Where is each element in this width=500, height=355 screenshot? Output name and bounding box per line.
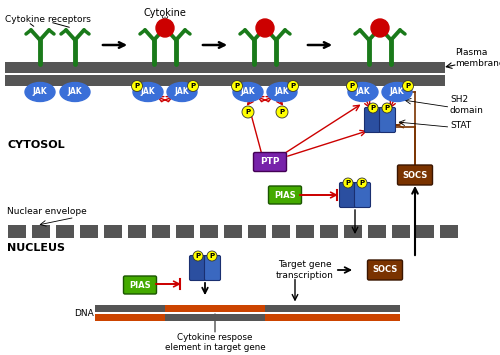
Circle shape: [256, 19, 274, 37]
Circle shape: [193, 251, 203, 261]
Bar: [440, 225, 458, 238]
Bar: [200, 225, 218, 238]
Circle shape: [276, 106, 288, 118]
FancyBboxPatch shape: [364, 108, 380, 132]
Text: P: P: [190, 83, 196, 89]
Bar: [165, 305, 265, 312]
Bar: [392, 225, 410, 238]
Text: P: P: [406, 83, 410, 89]
Bar: [152, 225, 170, 238]
Ellipse shape: [348, 82, 378, 102]
Text: JAK: JAK: [32, 87, 48, 97]
Bar: [368, 225, 386, 238]
Text: JAK: JAK: [240, 87, 256, 97]
Text: Target gene
transcription: Target gene transcription: [276, 260, 334, 280]
Text: P: P: [384, 105, 390, 111]
Circle shape: [232, 81, 242, 92]
Circle shape: [188, 81, 198, 92]
Ellipse shape: [233, 82, 263, 102]
Ellipse shape: [60, 82, 90, 102]
Text: JAK: JAK: [174, 87, 190, 97]
Circle shape: [242, 106, 254, 118]
Ellipse shape: [382, 82, 412, 102]
FancyBboxPatch shape: [368, 260, 402, 280]
Circle shape: [402, 81, 413, 92]
Bar: [416, 225, 434, 238]
FancyBboxPatch shape: [354, 182, 370, 208]
Bar: [104, 225, 122, 238]
Text: JAK: JAK: [274, 87, 289, 97]
Bar: [95, 314, 400, 321]
Text: P: P: [350, 83, 354, 89]
Bar: [56, 225, 74, 238]
FancyBboxPatch shape: [204, 256, 220, 280]
Circle shape: [288, 81, 298, 92]
Circle shape: [207, 251, 217, 261]
Text: P: P: [370, 105, 376, 111]
Circle shape: [132, 81, 142, 92]
Circle shape: [346, 81, 358, 92]
Text: CYTOSOL: CYTOSOL: [7, 140, 64, 150]
Text: P: P: [134, 83, 140, 89]
Bar: [80, 225, 98, 238]
FancyBboxPatch shape: [380, 108, 396, 132]
Circle shape: [368, 103, 378, 113]
Text: PTP: PTP: [260, 158, 280, 166]
Text: Plasma
membrane: Plasma membrane: [455, 48, 500, 68]
Text: PIAS: PIAS: [274, 191, 296, 200]
Bar: [248, 225, 266, 238]
Bar: [320, 225, 338, 238]
Bar: [128, 225, 146, 238]
Text: SOCS: SOCS: [372, 266, 398, 274]
Bar: [32, 225, 50, 238]
Text: P: P: [280, 109, 284, 115]
Text: DNA: DNA: [74, 308, 94, 317]
FancyBboxPatch shape: [254, 153, 286, 171]
Ellipse shape: [267, 82, 297, 102]
Text: JAK: JAK: [356, 87, 370, 97]
Bar: [165, 314, 265, 321]
Ellipse shape: [25, 82, 55, 102]
Text: SH2
domain: SH2 domain: [450, 95, 484, 115]
Text: Cytokine: Cytokine: [144, 8, 186, 18]
FancyBboxPatch shape: [190, 256, 206, 280]
Text: P: P: [234, 83, 240, 89]
Bar: [344, 225, 362, 238]
Circle shape: [371, 19, 389, 37]
FancyBboxPatch shape: [124, 276, 156, 294]
FancyBboxPatch shape: [398, 165, 432, 185]
Circle shape: [343, 178, 353, 188]
Text: SOCS: SOCS: [402, 170, 427, 180]
Text: PIAS: PIAS: [129, 280, 151, 289]
Bar: [8, 225, 26, 238]
Text: NUCLEUS: NUCLEUS: [7, 243, 65, 253]
Circle shape: [357, 178, 367, 188]
Text: JAK: JAK: [390, 87, 404, 97]
Bar: [224, 225, 242, 238]
Text: Cytokine respose
element in target gene: Cytokine respose element in target gene: [164, 333, 266, 353]
Text: P: P: [290, 83, 296, 89]
Bar: [95, 305, 400, 312]
Circle shape: [382, 103, 392, 113]
FancyBboxPatch shape: [340, 182, 355, 208]
Text: Cytokine receptors: Cytokine receptors: [5, 16, 91, 24]
Ellipse shape: [167, 82, 197, 102]
Text: P: P: [210, 253, 214, 259]
Bar: [5, 62, 445, 73]
Bar: [5, 75, 445, 86]
Text: P: P: [196, 253, 200, 259]
Text: P: P: [360, 180, 364, 186]
FancyBboxPatch shape: [268, 186, 302, 204]
Text: Nuclear envelope: Nuclear envelope: [7, 207, 87, 216]
Text: P: P: [346, 180, 350, 186]
Text: STAT: STAT: [450, 121, 471, 131]
Text: JAK: JAK: [68, 87, 82, 97]
Bar: [176, 225, 194, 238]
Text: P: P: [246, 109, 250, 115]
Bar: [272, 225, 290, 238]
Bar: [296, 225, 314, 238]
Ellipse shape: [133, 82, 163, 102]
Text: JAK: JAK: [140, 87, 156, 97]
Circle shape: [156, 19, 174, 37]
